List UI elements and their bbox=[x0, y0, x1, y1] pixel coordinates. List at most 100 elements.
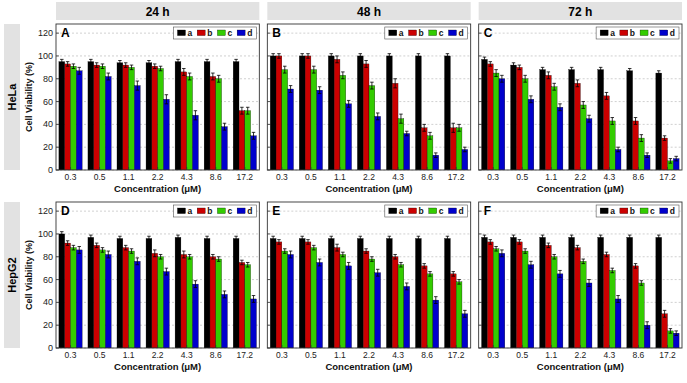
error-bar bbox=[570, 235, 573, 240]
error-cap bbox=[422, 263, 425, 264]
error-line bbox=[577, 80, 578, 87]
error-bar bbox=[223, 123, 226, 130]
error-cap bbox=[359, 58, 362, 59]
y-tick bbox=[479, 101, 482, 102]
error-cap bbox=[605, 256, 608, 257]
bar bbox=[346, 104, 352, 170]
error-bar bbox=[674, 331, 677, 336]
x-axis-label: Concentration (μM) bbox=[325, 183, 412, 194]
bar bbox=[328, 239, 334, 349]
error-cap bbox=[500, 75, 503, 76]
x-tick-label: 1.1 bbox=[334, 172, 346, 182]
bar bbox=[580, 261, 586, 348]
error-cap bbox=[494, 251, 497, 252]
error-bar bbox=[376, 269, 379, 276]
x-tick-label: 17.2 bbox=[659, 172, 676, 182]
legend-box bbox=[173, 27, 256, 39]
error-line bbox=[189, 254, 190, 259]
x-tick-label: 4.3 bbox=[603, 172, 615, 182]
error-line bbox=[519, 65, 520, 70]
x-tick bbox=[522, 345, 523, 348]
error-cap bbox=[587, 115, 590, 116]
bar bbox=[662, 138, 668, 170]
bar bbox=[129, 251, 135, 348]
error-cap bbox=[136, 257, 139, 258]
error-line bbox=[125, 63, 126, 68]
error-cap bbox=[494, 246, 497, 247]
error-line bbox=[61, 59, 62, 64]
error-cap bbox=[246, 262, 249, 263]
error-line bbox=[224, 123, 225, 130]
legend-label: c bbox=[439, 206, 444, 216]
error-line bbox=[670, 159, 671, 164]
error-cap bbox=[576, 79, 579, 80]
error-cap bbox=[318, 86, 321, 87]
error-cap bbox=[60, 63, 63, 64]
error-line bbox=[308, 54, 309, 59]
error-cap bbox=[669, 333, 672, 334]
bar bbox=[210, 257, 216, 348]
error-bar bbox=[341, 252, 344, 257]
error-cap bbox=[451, 132, 454, 133]
error-cap bbox=[446, 58, 449, 59]
error-line bbox=[490, 240, 491, 245]
bar bbox=[187, 257, 193, 348]
error-bar bbox=[107, 73, 110, 80]
error-bar bbox=[483, 235, 486, 240]
error-line bbox=[542, 67, 543, 72]
error-line bbox=[560, 104, 561, 111]
error-bar bbox=[318, 259, 321, 266]
error-line bbox=[102, 64, 103, 69]
error-bar bbox=[77, 67, 80, 74]
x-tick bbox=[157, 345, 158, 348]
error-line bbox=[664, 136, 665, 141]
error-line bbox=[548, 243, 549, 248]
y-tick-label: 40 bbox=[43, 297, 53, 307]
bar bbox=[181, 254, 187, 348]
bar bbox=[175, 237, 181, 348]
error-cap bbox=[165, 103, 168, 104]
error-bar bbox=[165, 268, 168, 275]
legend: abcd bbox=[173, 205, 256, 217]
plot-background bbox=[479, 202, 682, 348]
y-tick-label: 100 bbox=[38, 51, 53, 61]
error-cap bbox=[277, 244, 280, 245]
error-cap bbox=[147, 240, 150, 241]
bar bbox=[117, 63, 123, 170]
error-line bbox=[600, 67, 601, 72]
bar bbox=[482, 237, 488, 348]
error-bar bbox=[147, 236, 150, 241]
error-cap bbox=[457, 284, 460, 285]
error-cap bbox=[95, 243, 98, 244]
error-line bbox=[589, 115, 590, 122]
legend-label: b bbox=[630, 206, 635, 216]
error-line bbox=[160, 66, 161, 71]
y-tick-label: 0 bbox=[48, 343, 53, 353]
error-line bbox=[606, 252, 607, 257]
error-cap bbox=[645, 321, 648, 322]
legend: abcd bbox=[385, 205, 468, 217]
error-line bbox=[337, 56, 338, 63]
bar bbox=[656, 73, 662, 170]
error-bar bbox=[428, 272, 431, 277]
x-tick-label: 17.2 bbox=[237, 172, 254, 182]
error-bar bbox=[388, 236, 391, 241]
bar bbox=[59, 234, 65, 348]
legend-label: d bbox=[458, 206, 463, 216]
error-cap bbox=[399, 114, 402, 115]
legend-swatch bbox=[448, 30, 456, 36]
error-bar bbox=[159, 254, 162, 259]
bar bbox=[598, 70, 604, 170]
error-cap bbox=[223, 297, 226, 298]
error-bar bbox=[306, 240, 309, 245]
error-bar bbox=[364, 61, 367, 68]
error-cap bbox=[463, 310, 466, 311]
error-line bbox=[131, 249, 132, 254]
error-bar bbox=[182, 251, 185, 258]
x-tick-label: 2.2 bbox=[574, 172, 586, 182]
error-bar bbox=[663, 310, 666, 317]
error-cap bbox=[417, 53, 420, 54]
error-cap bbox=[446, 53, 449, 54]
bar bbox=[540, 237, 546, 348]
error-cap bbox=[194, 110, 197, 111]
